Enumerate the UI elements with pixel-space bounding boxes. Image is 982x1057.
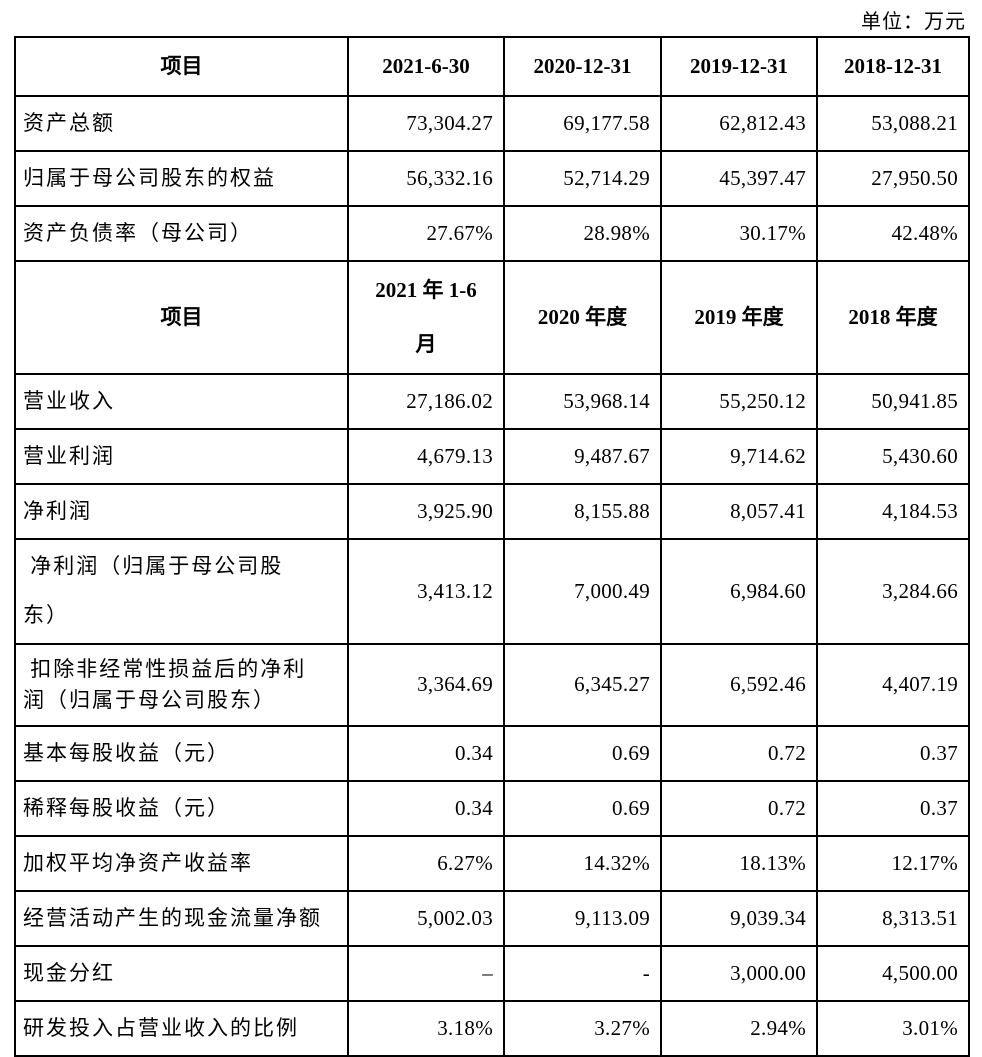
cell-value: 56,332.16	[347, 150, 505, 207]
cell-value: 7,000.49	[503, 538, 662, 645]
cell-value: 4,407.19	[816, 642, 970, 727]
column-header: 2020 年度	[503, 259, 662, 376]
cell-value: 18.13%	[660, 834, 818, 892]
column-header: 2018-12-31	[816, 36, 970, 97]
row-label: 扣除非经常性损益后的净利 润（归属于母公司股东）	[14, 642, 349, 727]
cell-value: 3,284.66	[816, 538, 970, 645]
cell-value: 8,057.41	[660, 483, 818, 541]
column-header: 2021-6-30	[347, 36, 505, 97]
table-row: 现金分红 – - 3,000.00 4,500.00	[14, 944, 970, 1002]
cell-value: 8,313.51	[816, 889, 970, 947]
financial-summary-table: 项目 2021-6-30 2020-12-31 2019-12-31 2018-…	[14, 36, 970, 1057]
table-row: 净利润（归属于母公司股 东） 3,413.12 7,000.49 6,984.6…	[14, 538, 970, 645]
cell-value: 50,941.85	[816, 373, 970, 431]
cell-value: 45,397.47	[660, 150, 818, 207]
cell-value: 27.67%	[347, 205, 505, 262]
cell-value: 6,984.60	[660, 538, 818, 645]
cell-value: 3,364.69	[347, 642, 505, 727]
table-row: 营业利润 4,679.13 9,487.67 9,714.62 5,430.60	[14, 428, 970, 486]
cell-value: 55,250.12	[660, 373, 818, 431]
cell-value: 4,679.13	[347, 428, 505, 486]
cell-value: 14.32%	[503, 834, 662, 892]
cell-value: 5,430.60	[816, 428, 970, 486]
column-header: 2021 年 1-6 月	[347, 259, 505, 376]
row-label: 现金分红	[14, 944, 349, 1002]
table-row: 净利润 3,925.90 8,155.88 8,057.41 4,184.53	[14, 483, 970, 541]
cell-value: 4,500.00	[816, 944, 970, 1002]
cell-value: 0.72	[660, 724, 818, 782]
table-row: 加权平均净资产收益率 6.27% 14.32% 18.13% 12.17%	[14, 834, 970, 892]
cell-value: 42.48%	[816, 205, 970, 262]
cell-value: 0.69	[503, 724, 662, 782]
row-label: 经营活动产生的现金流量净额	[14, 889, 349, 947]
cell-value: 27,950.50	[816, 150, 970, 207]
row-label: 净利润	[14, 483, 349, 541]
table-row: 经营活动产生的现金流量净额 5,002.03 9,113.09 9,039.34…	[14, 889, 970, 947]
table-row: 归属于母公司股东的权益 56,332.16 52,714.29 45,397.4…	[14, 150, 970, 207]
column-header: 2018 年度	[816, 259, 970, 376]
row-label: 基本每股收益（元）	[14, 724, 349, 782]
unit-label: 单位：万元	[861, 11, 966, 33]
cell-value: 6,592.46	[660, 642, 818, 727]
table-header-row-balance-sheet: 项目 2021-6-30 2020-12-31 2019-12-31 2018-…	[14, 36, 970, 97]
cell-value: –	[347, 944, 505, 1002]
column-header: 项目	[14, 36, 349, 97]
cell-value: 3,000.00	[660, 944, 818, 1002]
cell-value: 3.27%	[503, 999, 662, 1057]
cell-value: 0.69	[503, 779, 662, 837]
column-header: 2019 年度	[660, 259, 818, 376]
row-label: 营业收入	[14, 373, 349, 431]
cell-value: 0.37	[816, 724, 970, 782]
cell-value: 5,002.03	[347, 889, 505, 947]
column-header: 2019-12-31	[660, 36, 818, 97]
cell-value: 3.01%	[816, 999, 970, 1057]
row-label: 营业利润	[14, 428, 349, 486]
column-header: 2020-12-31	[503, 36, 662, 97]
row-label: 研发投入占营业收入的比例	[14, 999, 349, 1057]
table-row: 基本每股收益（元） 0.34 0.69 0.72 0.37	[14, 724, 970, 782]
cell-value: 9,113.09	[503, 889, 662, 947]
cell-value: 62,812.43	[660, 95, 818, 152]
cell-value: 0.34	[347, 724, 505, 782]
table-row: 资产总额 73,304.27 69,177.58 62,812.43 53,08…	[14, 95, 970, 152]
cell-value: 9,039.34	[660, 889, 818, 947]
cell-value: 4,184.53	[816, 483, 970, 541]
column-header: 项目	[14, 259, 349, 376]
cell-value: 69,177.58	[503, 95, 662, 152]
cell-value: 9,487.67	[503, 428, 662, 486]
cell-value: 52,714.29	[503, 150, 662, 207]
row-label: 稀释每股收益（元）	[14, 779, 349, 837]
row-label: 加权平均净资产收益率	[14, 834, 349, 892]
cell-value: 6,345.27	[503, 642, 662, 727]
cell-value: 12.17%	[816, 834, 970, 892]
cell-value: 53,088.21	[816, 95, 970, 152]
cell-value: 30.17%	[660, 205, 818, 262]
table-row: 稀释每股收益（元） 0.34 0.69 0.72 0.37	[14, 779, 970, 837]
cell-value: 8,155.88	[503, 483, 662, 541]
table-header-row-income-statement: 项目 2021 年 1-6 月 2020 年度 2019 年度 2018 年度	[14, 259, 970, 376]
table-row: 资产负债率（母公司） 27.67% 28.98% 30.17% 42.48%	[14, 205, 970, 262]
cell-value: 3,413.12	[347, 538, 505, 645]
table-row: 扣除非经常性损益后的净利 润（归属于母公司股东） 3,364.69 6,345.…	[14, 642, 970, 727]
cell-value: 9,714.62	[660, 428, 818, 486]
cell-value: 0.72	[660, 779, 818, 837]
cell-value: 53,968.14	[503, 373, 662, 431]
row-label: 资产总额	[14, 95, 349, 152]
cell-value: -	[503, 944, 662, 1002]
row-label: 净利润（归属于母公司股 东）	[14, 538, 349, 645]
row-label: 资产负债率（母公司）	[14, 205, 349, 262]
cell-value: 28.98%	[503, 205, 662, 262]
cell-value: 73,304.27	[347, 95, 505, 152]
cell-value: 3.18%	[347, 999, 505, 1057]
table-row: 营业收入 27,186.02 53,968.14 55,250.12 50,94…	[14, 373, 970, 431]
cell-value: 0.37	[816, 779, 970, 837]
row-label: 归属于母公司股东的权益	[14, 150, 349, 207]
cell-value: 6.27%	[347, 834, 505, 892]
cell-value: 0.34	[347, 779, 505, 837]
table-row: 研发投入占营业收入的比例 3.18% 3.27% 2.94% 3.01%	[14, 999, 970, 1057]
cell-value: 3,925.90	[347, 483, 505, 541]
cell-value: 27,186.02	[347, 373, 505, 431]
cell-value: 2.94%	[660, 999, 818, 1057]
